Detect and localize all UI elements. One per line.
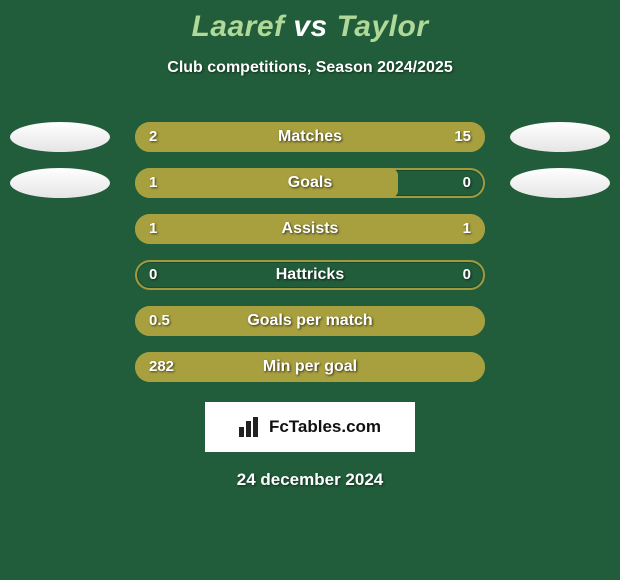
comparison-card: Laaref vs Taylor Club competitions, Seas… [0,0,620,580]
title-vs: vs [293,10,327,43]
metric-label: Min per goal [135,352,485,382]
subtitle: Club competitions, Season 2024/2025 [0,59,620,77]
date-label: 24 december 2024 [0,470,620,490]
stat-row: 11Assists [135,214,485,244]
title-player-b: Taylor [337,10,429,43]
stat-row: 10Goals [135,168,485,198]
team-badge-right [510,122,610,152]
branding-badge[interactable]: FcTables.com [205,402,415,452]
stats-bars: 215Matches 10Goals 11Assists 00Hattricks 0.5… [0,122,620,382]
page-title: Laaref vs Taylor [0,0,620,44]
team-badge-left [10,122,110,152]
metric-label: Goals per match [135,306,485,336]
stat-row: 215Matches [135,122,485,152]
stat-row: 0.5Goals per match [135,306,485,336]
title-player-a: Laaref [191,10,284,43]
metric-label: Hattricks [135,260,485,290]
metric-label: Goals [135,168,485,198]
metric-label: Matches [135,122,485,152]
stat-row: 282Min per goal [135,352,485,382]
team-badge-left [10,168,110,198]
metric-label: Assists [135,214,485,244]
chart-icon [239,417,263,437]
branding-text: FcTables.com [269,417,381,437]
stat-row: 00Hattricks [135,260,485,290]
team-badge-right [510,168,610,198]
